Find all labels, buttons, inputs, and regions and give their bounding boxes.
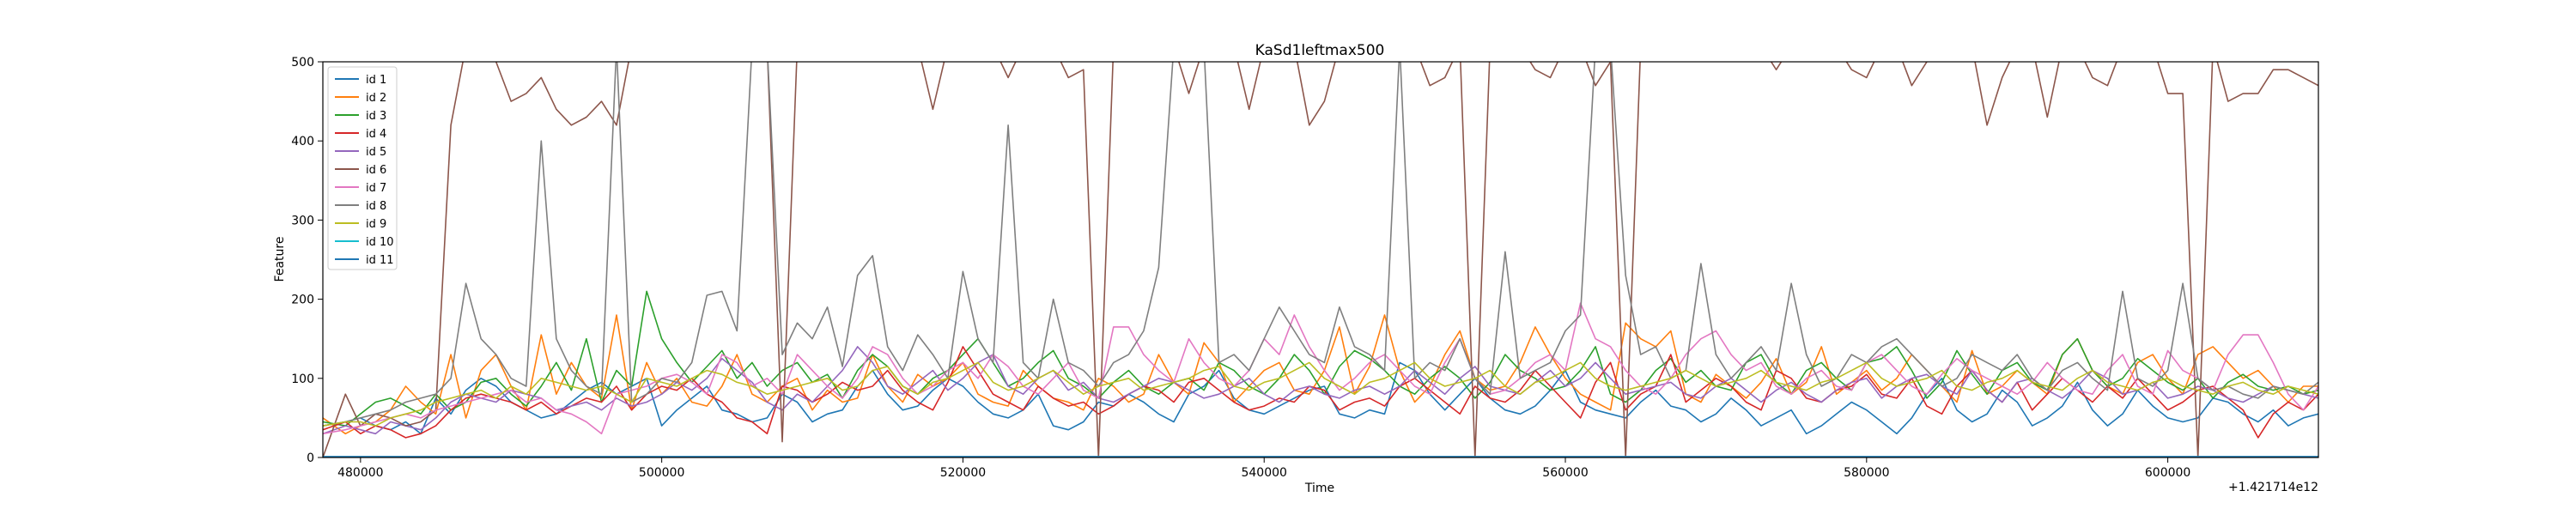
y-tick-label: 200 <box>291 294 314 307</box>
x-tick-label: 540000 <box>1241 466 1286 480</box>
x-tick-label: 500000 <box>639 466 684 480</box>
y-tick-label: 400 <box>291 135 314 148</box>
y-tick-label: 300 <box>291 214 314 227</box>
legend-label-id-9: id 9 <box>366 218 386 231</box>
series-line-id-5 <box>323 346 2318 435</box>
plot-frame <box>322 61 2319 458</box>
y-axis-label: Feature <box>273 237 287 282</box>
x-tick-label: 580000 <box>1844 466 1889 480</box>
legend-label-id-11: id 11 <box>366 254 394 267</box>
series-line-id-6 <box>323 62 2318 457</box>
x-tick-label: 520000 <box>940 466 986 480</box>
legend: id 1 id 2 id 3 id 4 id 5 id 6 id 7 id 8 id 9 id 1… <box>327 66 398 270</box>
x-axis: 480000 500000 520000 540000 560000 580000 6000… <box>337 457 2190 480</box>
legend-label-id-4: id 4 <box>366 128 386 141</box>
legend-label-id-2: id 2 <box>366 92 386 105</box>
series-line-id-9 <box>323 361 2318 427</box>
x-tick-label: 480000 <box>337 466 383 480</box>
y-tick-label: 0 <box>307 451 314 465</box>
series-line-id-1 <box>323 361 2318 435</box>
y-tick-label: 100 <box>291 373 314 386</box>
y-tick-label: 500 <box>291 56 314 70</box>
x-tick-label: 600000 <box>2145 466 2190 480</box>
plot-area <box>322 61 2319 458</box>
legend-label-id-8: id 8 <box>366 200 386 213</box>
legend-label-id-3: id 3 <box>366 110 386 123</box>
series-layer <box>323 62 2318 457</box>
x-tick-label: 560000 <box>1542 466 1588 480</box>
x-axis-offset-text: +1.421714e12 <box>2228 481 2318 494</box>
legend-label-id-1: id 1 <box>366 74 386 87</box>
x-axis-label: Time <box>1304 482 1334 495</box>
legend-label-id-5: id 5 <box>366 146 386 159</box>
legend-label-id-6: id 6 <box>366 164 386 177</box>
y-axis: 0 100 200 300 400 500 <box>291 56 323 465</box>
legend-label-id-10: id 10 <box>366 236 394 249</box>
legend-box <box>327 66 398 270</box>
series-line-id-8 <box>323 62 2318 427</box>
chart-title: KaSd1leftmax500 <box>1255 42 1385 59</box>
legend-label-id-7: id 7 <box>366 182 386 195</box>
